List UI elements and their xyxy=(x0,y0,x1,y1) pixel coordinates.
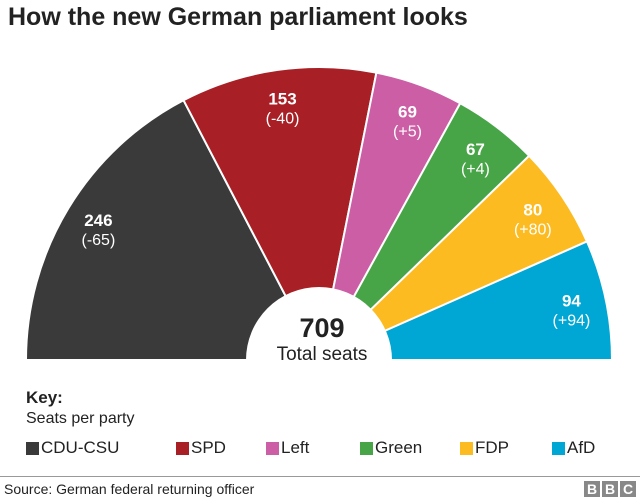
legend-item-afd: AfD xyxy=(552,438,595,458)
legend-label: Green xyxy=(375,438,423,457)
change-label: (+80) xyxy=(514,222,552,239)
legend-swatch xyxy=(266,441,279,455)
legend-item-left: Left xyxy=(266,438,309,458)
legend-swatch xyxy=(552,441,565,455)
parliament-chart: 246 (-65) 153 (-40) 69 (+5) 67 (+4) 80 (+80) 94 (+9… xyxy=(24,66,614,380)
chart-title: How the new German parliament looks xyxy=(8,3,468,31)
source-text: Source: German federal returning officer xyxy=(4,481,255,497)
key-subtitle: Seats per party xyxy=(26,410,135,427)
legend-item-fdp: FDP xyxy=(460,438,509,458)
legend-label: FDP xyxy=(475,438,509,457)
total-value: 709 xyxy=(299,313,344,343)
legend-label: SPD xyxy=(191,438,226,457)
legend-label: CDU-CSU xyxy=(41,438,120,457)
slice-cdu-csu xyxy=(24,98,321,361)
seat-label: 69 xyxy=(398,103,417,122)
legend-label: AfD xyxy=(567,438,596,457)
seat-label: 94 xyxy=(562,292,581,311)
change-label: (-40) xyxy=(266,111,300,128)
legend-swatch xyxy=(460,441,473,455)
seat-label: 153 xyxy=(268,90,296,109)
legend-item-cdu-csu: CDU-CSU xyxy=(26,438,119,458)
logo-letter: B xyxy=(584,481,600,497)
legend-swatch xyxy=(176,441,189,455)
center-hole xyxy=(246,287,392,380)
legend-swatch xyxy=(26,441,39,455)
change-label: (-65) xyxy=(81,232,115,249)
total-label: Total seats xyxy=(277,344,368,365)
seat-label: 246 xyxy=(84,211,112,230)
key-title: Key: xyxy=(26,388,63,407)
legend-item-spd: SPD xyxy=(176,438,226,458)
change-label: (+5) xyxy=(393,124,422,141)
legend-label: Left xyxy=(281,438,310,457)
divider xyxy=(0,476,640,477)
slice-afd xyxy=(318,240,614,361)
logo-letter: C xyxy=(620,481,636,497)
seat-label: 80 xyxy=(523,201,542,220)
logo-letter: B xyxy=(602,481,618,497)
legend-swatch xyxy=(360,441,373,455)
seat-label: 67 xyxy=(466,140,485,159)
change-label: (+94) xyxy=(553,313,591,330)
slice-spd xyxy=(182,66,378,363)
legend-item-green: Green xyxy=(360,438,422,458)
change-label: (+4) xyxy=(461,161,490,178)
